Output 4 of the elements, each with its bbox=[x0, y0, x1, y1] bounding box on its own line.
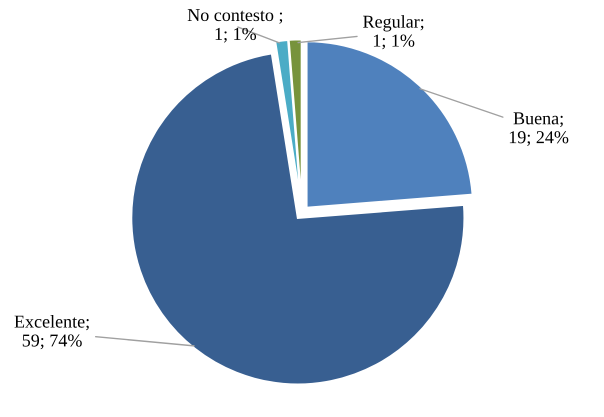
slice-label: Regular; 1; 1% bbox=[363, 15, 424, 50]
slice-label: Buena; 19; 24% bbox=[510, 112, 568, 146]
slice-label: Excelente; 59; 74% bbox=[14, 315, 89, 350]
slice-label: No contesto ; 1; 1% bbox=[188, 9, 282, 43]
